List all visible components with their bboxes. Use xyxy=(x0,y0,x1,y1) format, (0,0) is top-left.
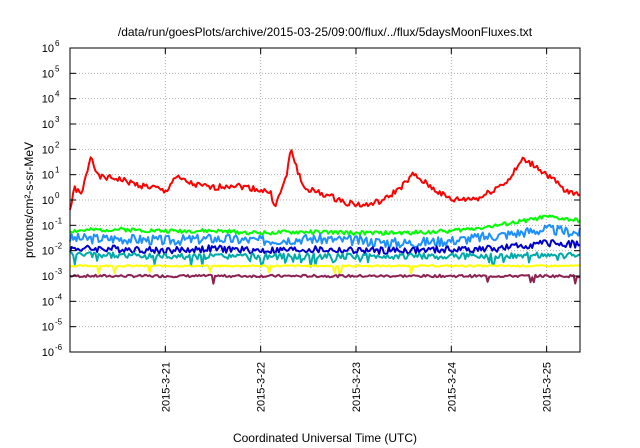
y-tick-exponent: -1 xyxy=(55,216,63,225)
series-line-5 xyxy=(69,251,581,268)
y-tick-label: 10 xyxy=(42,144,54,156)
y-tick-label: 10 xyxy=(42,322,54,334)
y-tick-exponent: -2 xyxy=(55,242,63,251)
y-tick-label: 10 xyxy=(42,119,54,131)
x-tick-label: 2015-3-24 xyxy=(446,362,458,412)
x-tick-label: 2015-3-22 xyxy=(256,362,268,412)
x-tick-label: 2015-3-21 xyxy=(160,362,172,412)
y-tick-exponent: -5 xyxy=(55,318,63,327)
y-tick-label: 10 xyxy=(42,296,54,308)
y-tick-exponent: 5 xyxy=(55,64,60,73)
y-tick-label: 10 xyxy=(42,271,54,283)
plot-area xyxy=(69,149,581,285)
series-line-4 xyxy=(69,239,581,255)
grid xyxy=(70,48,580,352)
chart-title: /data/run/goesPlots/archive/2015-03-25/0… xyxy=(118,25,533,39)
y-tick-exponent: 3 xyxy=(55,115,60,124)
y-tick-exponent: 1 xyxy=(55,166,60,175)
x-tick-label: 2015-3-25 xyxy=(542,362,554,412)
y-tick-exponent: 0 xyxy=(55,191,60,200)
y-axis-title: protons/cm²-s-sr-MeV xyxy=(22,142,36,258)
y-tick-label: 10 xyxy=(42,43,54,55)
y-tick-label: 10 xyxy=(42,68,54,80)
y-tick-label: 10 xyxy=(42,94,54,106)
y-tick-exponent: 4 xyxy=(55,90,60,99)
y-tick-exponent: 6 xyxy=(55,39,60,48)
y-tick-exponent: -6 xyxy=(55,343,63,352)
series-line-6 xyxy=(69,264,581,275)
y-tick-label: 10 xyxy=(42,347,54,359)
series-line-1 xyxy=(69,149,581,211)
y-tick-label: 10 xyxy=(42,170,54,182)
y-tick-label: 10 xyxy=(42,195,54,207)
x-tick-label: 2015-3-23 xyxy=(351,362,363,412)
y-tick-label: 10 xyxy=(42,246,54,258)
y-tick-label: 10 xyxy=(42,220,54,232)
y-tick-exponent: 2 xyxy=(55,140,60,149)
series-line-2 xyxy=(69,214,581,236)
series-line-3 xyxy=(69,223,581,249)
series-line-7 xyxy=(69,273,581,285)
x-axis-title: Coordinated Universal Time (UTC) xyxy=(233,431,417,445)
y-tick-exponent: -4 xyxy=(55,292,63,301)
y-tick-exponent: -3 xyxy=(55,267,63,276)
